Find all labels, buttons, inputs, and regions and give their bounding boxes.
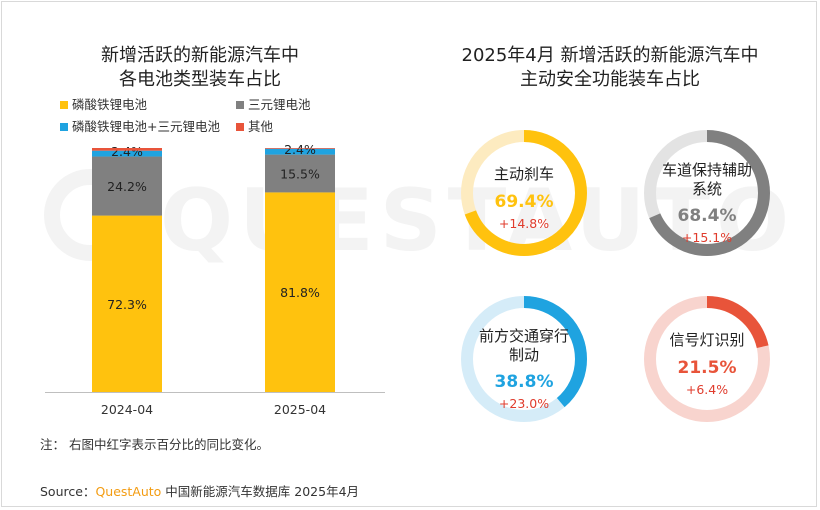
donut-arc <box>461 130 587 256</box>
bar-value-label: 2.4% <box>284 142 316 157</box>
bar-segment-0-2 <box>92 150 162 157</box>
donut-label: 信号灯识别 <box>669 331 744 349</box>
bar-segment-1-0 <box>265 192 335 392</box>
legend-item-mixed: 磷酸铁锂电池+三元锂电池 <box>60 119 220 135</box>
donut-gauge: 主动刹车 69.4% +14.8% <box>461 130 587 256</box>
bar-value-label: 2.4% <box>111 144 143 159</box>
x-tick-label: 2024-04 <box>101 402 153 417</box>
legend-item-other: 其他 <box>236 119 273 135</box>
legend-label-mixed: 磷酸铁锂电池+三元锂电池 <box>72 119 220 134</box>
donut-change: +6.4% <box>686 382 728 397</box>
source-line: Source：QuestAuto 中国新能源汽车数据库 2025年4月 <box>40 481 359 500</box>
bar-segment-1-2 <box>265 148 335 155</box>
right-title-line1: 2025年4月 新增活跃的新能源汽车中 <box>461 45 759 66</box>
donut-arc <box>644 130 770 256</box>
donut-arc <box>461 296 587 422</box>
donut-label: 系统 <box>692 180 722 198</box>
footnote: 注： 右图中红字表示百分比的同比变化。 <box>40 437 269 452</box>
right-chart-title: 2025年4月 新增活跃的新能源汽车中 主动安全功能装车占比 <box>440 44 780 92</box>
battery-type-stacked-bar-chart: 72.3% 24.2% 2.4% 2024-04 81.8% 15.5% 2.4% 2025-… <box>45 142 385 417</box>
source-prefix: Source： <box>40 484 96 499</box>
legend-swatch-lfp <box>60 101 68 109</box>
donut-value: 69.4% <box>495 192 554 212</box>
donut-change: +23.0% <box>499 396 549 411</box>
left-title-line2: 各电池类型装车占比 <box>119 69 281 90</box>
legend-label-lfp: 磷酸铁锂电池 <box>72 97 148 112</box>
bar-segment-0-0 <box>92 215 162 392</box>
donut-label: 制动 <box>509 346 539 364</box>
bar-segment-0-1 <box>92 156 162 216</box>
x-tick-label: 2025-04 <box>274 402 326 417</box>
bar-value-label: 72.3% <box>107 297 147 312</box>
donut-label: 前方交通穿行 <box>479 327 569 345</box>
donut-value: 38.8% <box>495 372 554 392</box>
bar-segment-1-3 <box>265 148 335 149</box>
right-title-line2: 主动安全功能装车占比 <box>520 69 700 90</box>
left-title-line1: 新增活跃的新能源汽车中 <box>101 45 299 66</box>
legend-label-ternary: 三元锂电池 <box>248 97 311 112</box>
donut-arc <box>644 296 770 422</box>
legend-swatch-other <box>236 123 244 131</box>
legend-swatch-ternary <box>236 101 244 109</box>
donut-value: 68.4% <box>678 206 737 226</box>
legend-item-lfp: 磷酸铁锂电池 <box>60 97 147 113</box>
source-brand: QuestAuto <box>95 484 162 499</box>
donut-label: 车道保持辅助 <box>662 161 752 179</box>
legend-swatch-mixed <box>60 123 68 131</box>
bar-value-label: 81.8% <box>280 285 320 300</box>
bar-value-label: 15.5% <box>280 166 320 181</box>
donut-change: +14.8% <box>499 216 549 231</box>
donut-value: 21.5% <box>678 358 737 378</box>
donut-label: 主动刹车 <box>494 165 554 183</box>
bar-segment-0-3 <box>92 148 162 151</box>
donut-gauge: 信号灯识别 21.5% +6.4% <box>644 296 770 422</box>
source-suffix: 中国新能源汽车数据库 2025年4月 <box>161 484 360 499</box>
left-chart-title: 新增活跃的新能源汽车中 各电池类型装车占比 <box>50 44 350 92</box>
bar-value-label: 24.2% <box>107 179 147 194</box>
bar-segment-1-1 <box>265 154 335 193</box>
donut-change: +15.1% <box>682 230 732 245</box>
legend-item-ternary: 三元锂电池 <box>236 97 311 113</box>
legend-label-other: 其他 <box>248 119 274 134</box>
